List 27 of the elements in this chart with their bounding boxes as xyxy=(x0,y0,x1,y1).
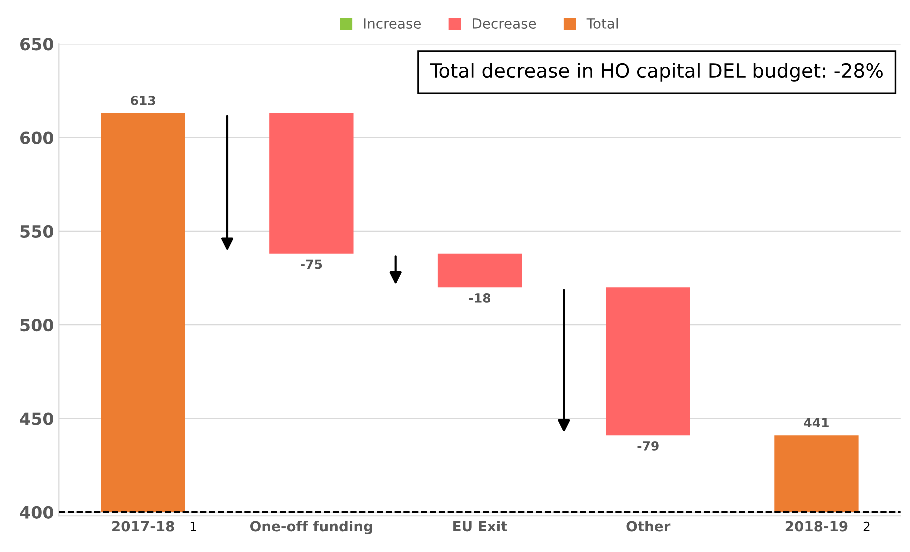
bar xyxy=(606,288,690,436)
bar xyxy=(774,436,859,512)
data-label: -18 xyxy=(469,293,491,303)
y-tick-label: 450 xyxy=(20,412,54,426)
data-label: -75 xyxy=(301,260,322,270)
text: 1 xyxy=(190,522,196,532)
x-tick-label: Other xyxy=(626,520,671,532)
y-tick-label: 400 xyxy=(20,506,54,519)
y-tick-label: 650 xyxy=(20,38,54,51)
legend-label: Decrease xyxy=(473,18,536,29)
bar xyxy=(438,254,522,288)
text: 2 xyxy=(864,522,870,532)
annotation: Total decrease in HO capital DEL budget: -28% xyxy=(430,63,883,82)
legend-label: Total xyxy=(586,18,618,29)
x-tick-label: 2018-19 xyxy=(786,521,848,532)
y-tick-label: 600 xyxy=(20,132,54,144)
bar xyxy=(101,113,186,512)
x-tick-label: 2017-18 xyxy=(112,521,174,532)
x-tick-label: One-off funding xyxy=(250,520,372,535)
data-label: 613 xyxy=(131,96,156,106)
data-label: 441 xyxy=(804,418,829,428)
legend-label: Increase xyxy=(364,18,422,29)
x-tick-label: EU Exit xyxy=(454,520,508,532)
bar xyxy=(270,113,354,254)
y-tick-label: 500 xyxy=(20,319,54,332)
data-label: -79 xyxy=(638,441,659,451)
y-tick-label: 550 xyxy=(20,225,54,238)
